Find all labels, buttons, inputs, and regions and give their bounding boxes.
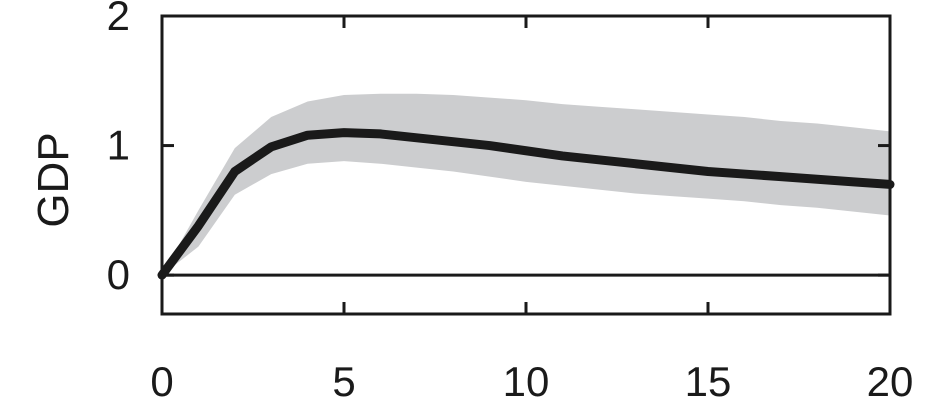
y-tick-label: 2 [107, 0, 130, 39]
x-tick-label: 0 [150, 358, 173, 405]
x-tick-label: 5 [332, 358, 355, 405]
x-tick-label: 20 [867, 358, 914, 405]
x-tick-label: 10 [503, 358, 550, 405]
y-tick-label: 1 [107, 122, 130, 169]
y-tick-label: 0 [107, 251, 130, 298]
x-tick-label: 15 [685, 358, 732, 405]
axis-ticks: 0 5 10 15 20 0 1 2 [107, 0, 914, 405]
series-line-0 [157, 128, 895, 280]
y-axis-label: GDP [29, 132, 78, 227]
plot-area [157, 14, 895, 316]
confidence-band [162, 93, 890, 276]
